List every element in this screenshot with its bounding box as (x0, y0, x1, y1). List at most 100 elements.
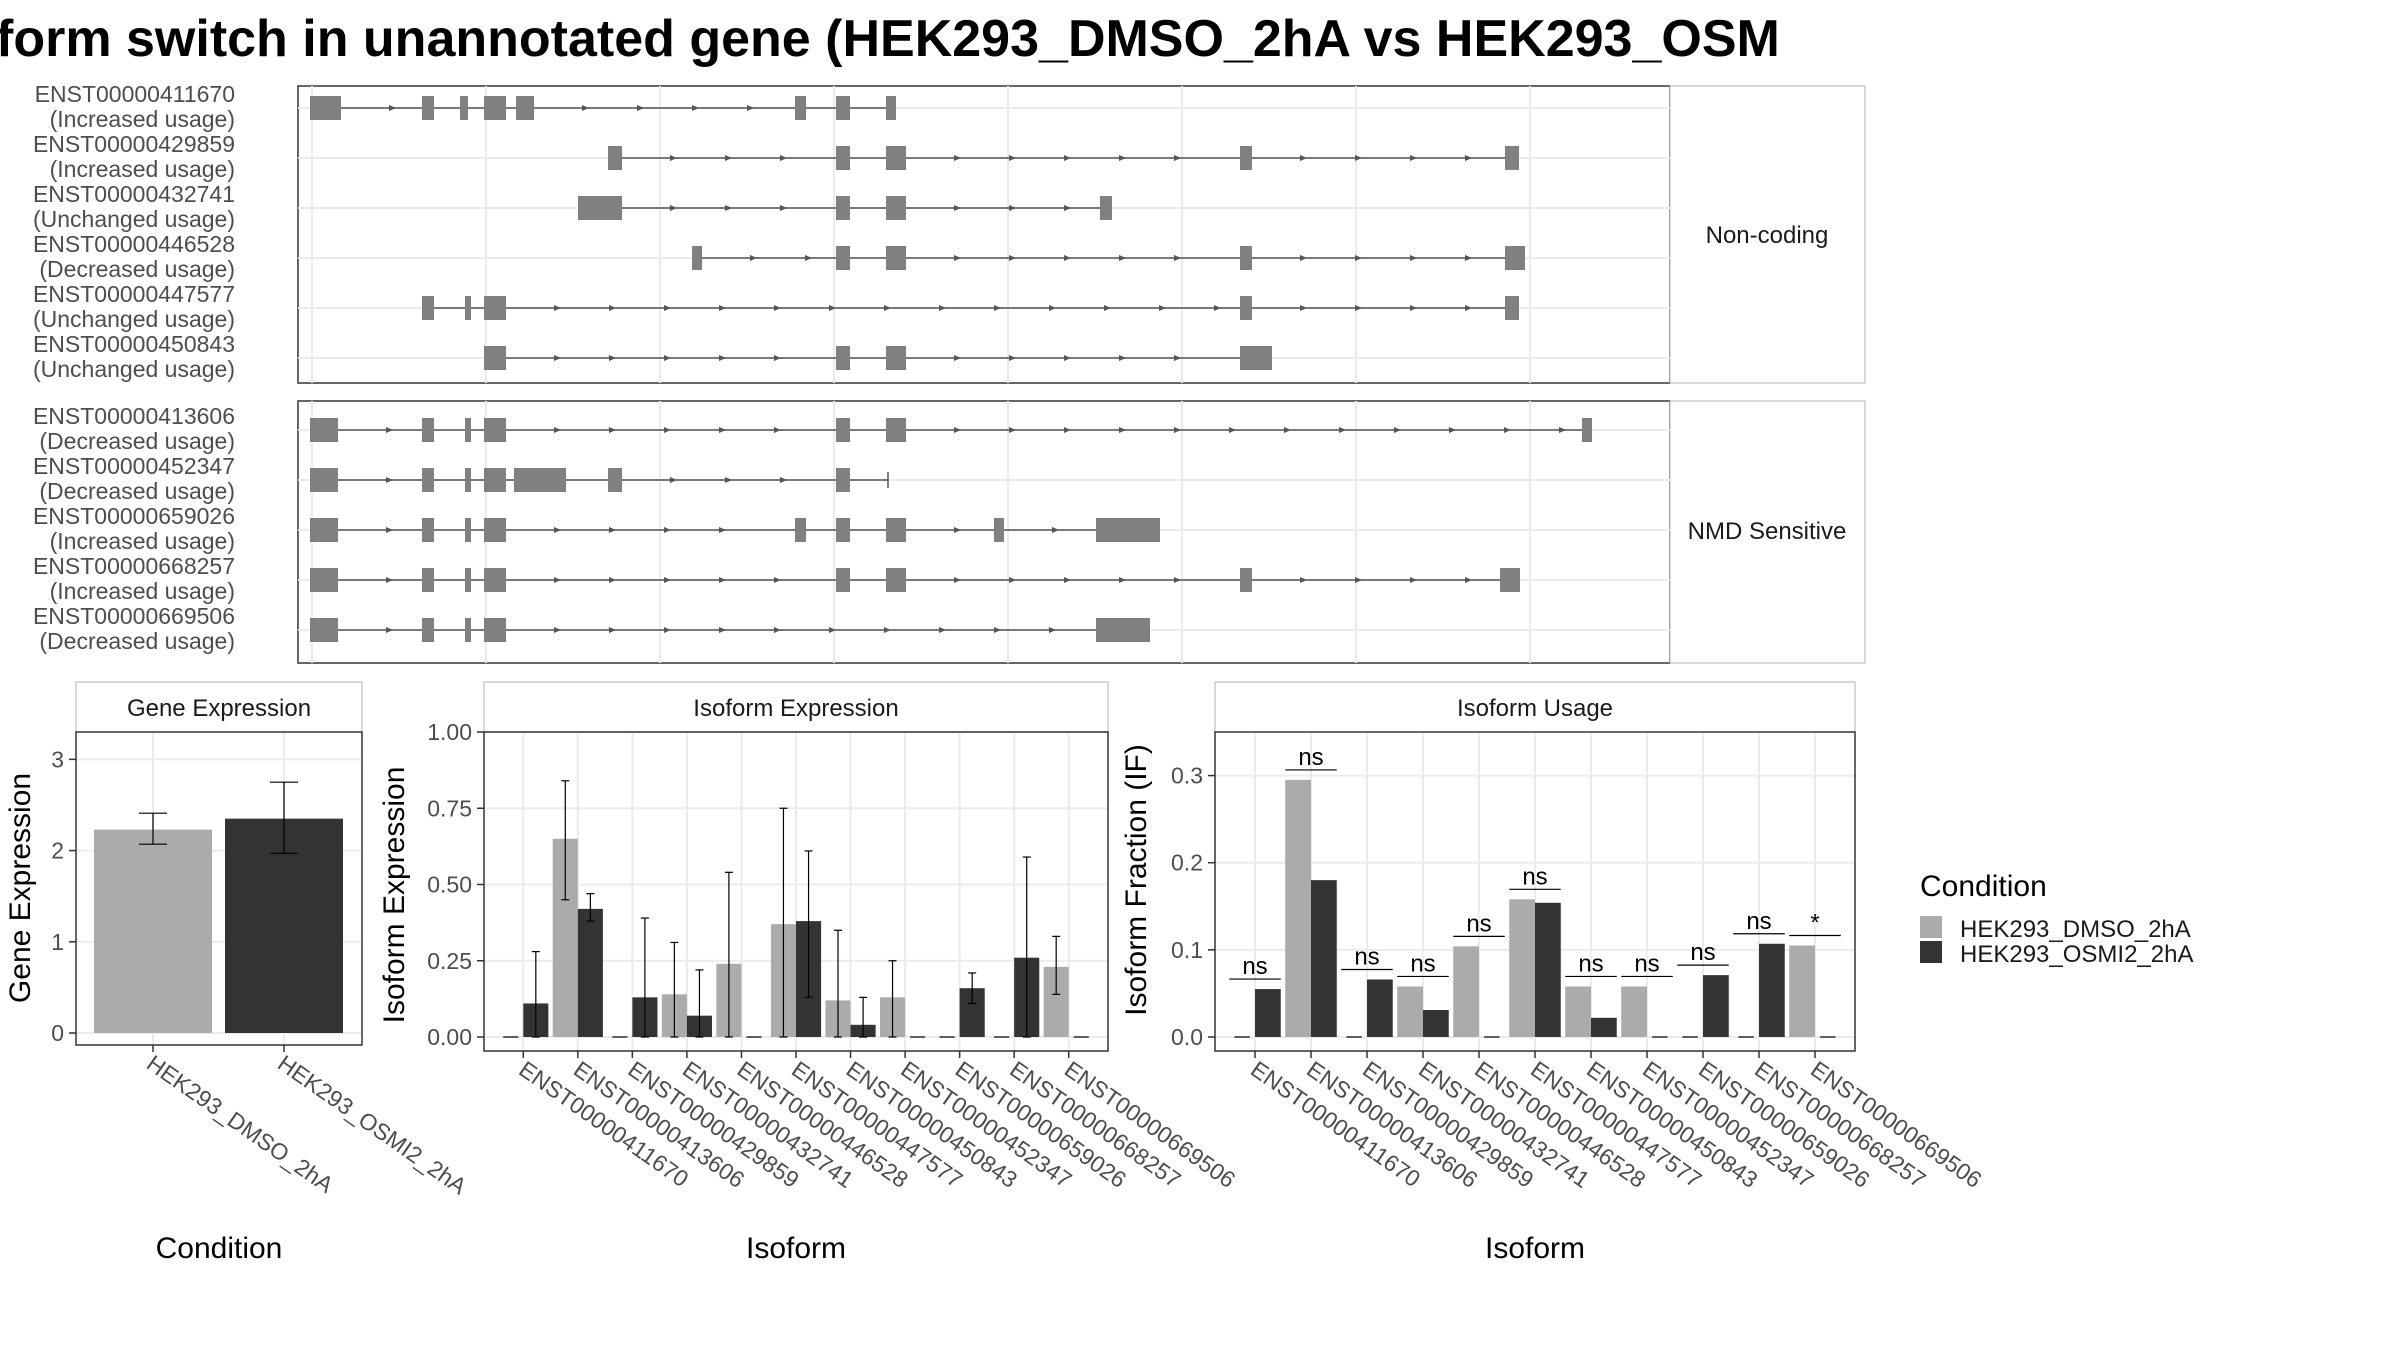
strand-arrow (1355, 155, 1362, 161)
strand-arrow (1284, 427, 1291, 433)
strand-arrow (609, 355, 616, 361)
exon-block (422, 568, 434, 592)
transcript-usage-label: (Unchanged usage) (33, 356, 235, 382)
strand-arrow (954, 205, 961, 211)
strand-arrow (1174, 427, 1181, 433)
isoform-usage-strip (1214, 681, 1856, 733)
transcript-usage-label: (Decreased usage) (39, 428, 235, 454)
strand-arrow (954, 155, 961, 161)
isoform-expression-plot: 0.000.250.500.751.00ENST00000411670ENST0… (427, 719, 1240, 1193)
strand-arrow (1300, 305, 1307, 311)
strand-arrow (386, 477, 393, 483)
iu-bar (1453, 946, 1479, 1037)
ge-bar (94, 829, 212, 1033)
strand-arrow (829, 627, 836, 633)
strand-arrow (725, 205, 732, 211)
strand-arrow (1119, 355, 1126, 361)
exon-block (836, 146, 850, 170)
legend: Condition HEK293_DMSO_2hA HEK293_OSMI2_2… (1920, 870, 2193, 968)
strand-arrow (1174, 255, 1181, 261)
exon-block (994, 518, 1004, 542)
ge-bar (225, 818, 343, 1033)
strand-arrow (1410, 255, 1417, 261)
iu-sig-label: ns (1690, 939, 1715, 966)
strand-arrow (1119, 255, 1126, 261)
noncoding-transcripts (310, 96, 1525, 370)
exon-block (310, 468, 338, 492)
transcript-id-label: ENST00000447577 (33, 281, 235, 307)
strand-arrow (954, 355, 961, 361)
noncoding-plot-area (297, 85, 1671, 384)
exon-block (1096, 518, 1160, 542)
strand-arrow (1449, 427, 1456, 433)
strand-arrow (1159, 305, 1166, 311)
strand-arrow (774, 355, 781, 361)
transcript-usage-label: (Unchanged usage) (33, 306, 235, 332)
exon-block (422, 296, 434, 320)
strand-arrow (1355, 577, 1362, 583)
strand-arrow (670, 155, 677, 161)
strand-arrow (939, 627, 946, 633)
isoform-expression-frame (483, 731, 1109, 1052)
strand-arrow (1465, 155, 1472, 161)
strand-arrow (719, 305, 726, 311)
strand-arrow (1052, 527, 1059, 533)
strand-arrow (670, 477, 677, 483)
exon-block (484, 518, 506, 542)
strand-arrow (780, 477, 787, 483)
exon-block (484, 618, 506, 642)
ie-ytick-label: 1.00 (427, 719, 472, 745)
exon-block (886, 346, 906, 370)
exon-block (1500, 568, 1520, 592)
noncoding-strip-label: Non-coding (1706, 222, 1829, 249)
strand-arrow (609, 427, 616, 433)
exon-block (310, 618, 338, 642)
strand-arrow (1465, 577, 1472, 583)
ie-ytick-label: 0.00 (427, 1024, 472, 1050)
strand-arrow (692, 105, 699, 111)
exon-block (465, 296, 471, 320)
transcript-id-label: ENST00000411670 (35, 81, 235, 107)
transcript-usage-label: (Increased usage) (50, 156, 235, 182)
exon-block (422, 618, 434, 642)
strand-arrow (670, 205, 677, 211)
strand-arrow (829, 305, 836, 311)
transcript-usage-label: (Unchanged usage) (33, 206, 235, 232)
strand-arrow (1559, 427, 1566, 433)
iu-sig-label: ns (1354, 943, 1379, 970)
transcript-id-label: ENST00000659026 (33, 503, 235, 529)
exon-block (1240, 246, 1252, 270)
transcript-usage-label: (Increased usage) (50, 528, 235, 554)
strand-arrow (389, 105, 396, 111)
strand-arrow (725, 477, 732, 483)
exon-block (692, 246, 702, 270)
strand-arrow (664, 577, 671, 583)
transcript-id-label: ENST00000413606 (33, 403, 235, 429)
ie-ytick-label: 0.25 (427, 948, 472, 974)
ge-ytick-label: 0 (51, 1020, 64, 1046)
noncoding-transcript-labels: ENST00000411670 (Increased usage) ENST0000… (33, 81, 235, 382)
iu-sig-label: ns (1634, 950, 1659, 977)
exon-block (310, 568, 338, 592)
exon-block (886, 146, 906, 170)
strand-arrow (994, 627, 1001, 633)
exon-block (1505, 246, 1525, 270)
strand-arrow (386, 627, 393, 633)
iu-bar (1285, 779, 1311, 1037)
iu-bar (1311, 880, 1337, 1037)
nmd-strip-label: NMD Sensitive (1688, 518, 1847, 545)
strand-arrow (774, 577, 781, 583)
nmd-strip (1669, 400, 1866, 664)
exon-block (836, 418, 850, 442)
gene-expression-frame (75, 731, 363, 1046)
iu-sig-label: ns (1746, 908, 1771, 935)
strand-arrow (1410, 577, 1417, 583)
noncoding-strip (1669, 85, 1866, 384)
isoform-usage-panel: Isoform Usage 0.00.10.20.3nsENST00000411… (1120, 681, 1987, 1265)
strand-arrow (719, 627, 726, 633)
legend-swatch-dmso (1920, 916, 1942, 938)
strand-arrow (1174, 355, 1181, 361)
nmd-transcripts (310, 418, 1592, 642)
exon-block (1096, 618, 1150, 642)
